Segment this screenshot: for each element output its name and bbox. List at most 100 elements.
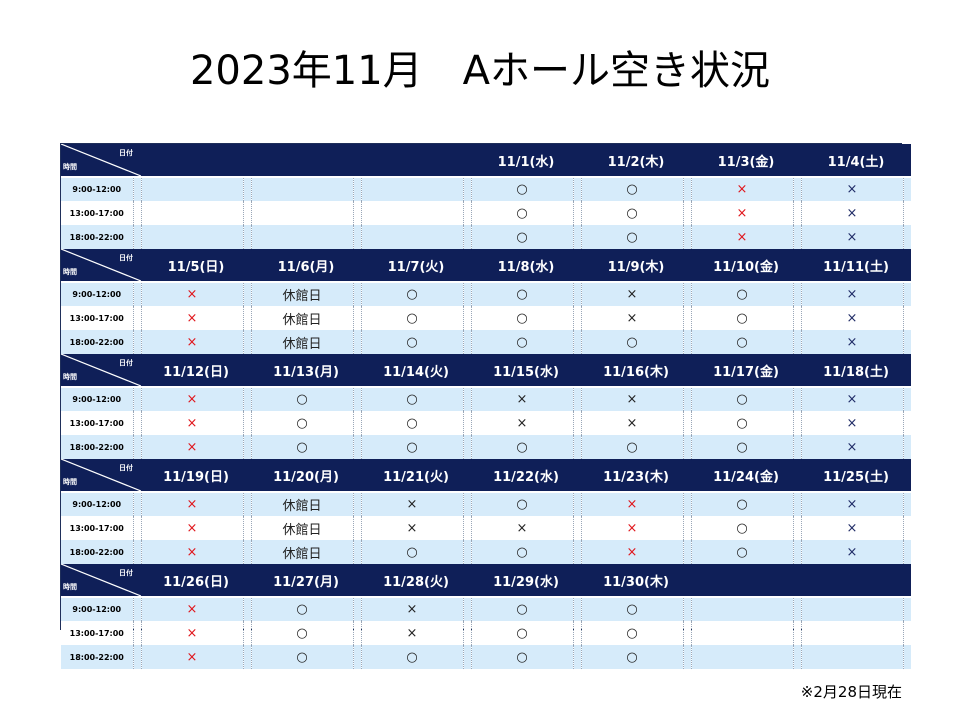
- availability-cell: ○: [470, 621, 573, 645]
- availability-cell: 休館日: [250, 306, 353, 330]
- spacer-cell: [792, 597, 801, 621]
- spacer-cell: [902, 411, 911, 435]
- date-header-cell: 11/5(日): [141, 249, 251, 283]
- availability-cell: ○: [360, 330, 463, 354]
- availability-cell: 休館日: [250, 492, 353, 516]
- spacer-cell: [462, 645, 471, 669]
- date-header-cell: 11/15(水): [471, 354, 581, 388]
- date-header-cell: [361, 144, 471, 178]
- spacer-cell: [352, 225, 361, 249]
- spacer-cell: [352, 411, 361, 435]
- diagonal-line: [61, 249, 141, 281]
- availability-cell: ○: [690, 411, 793, 435]
- date-header-cell: 11/9(木): [581, 249, 691, 283]
- date-header-cell: [801, 564, 911, 598]
- date-header-cell: 11/21(火): [361, 459, 471, 493]
- diagonal-line: [61, 459, 141, 491]
- availability-cell: ×: [690, 225, 793, 249]
- corner-date-label: 日付: [119, 359, 133, 367]
- time-slot-row: 18:00-22:00 × ○ ○ ○ ○: [61, 645, 911, 669]
- date-header-cell: 11/4(土): [801, 144, 911, 178]
- time-slot-row: 9:00-12:00 × 休館日 ○ ○ × ○ ×: [61, 282, 911, 306]
- spacer-cell: [902, 306, 911, 330]
- spacer-cell: [902, 621, 911, 645]
- availability-cell: ×: [800, 306, 903, 330]
- page-title: 2023年11月 Aホール空き状況: [189, 48, 771, 94]
- spacer-cell: [682, 282, 691, 306]
- availability-cell: ○: [360, 387, 463, 411]
- availability-cell: ○: [360, 411, 463, 435]
- corner-cell: 日付 時間: [61, 459, 141, 493]
- spacer-cell: [352, 516, 361, 540]
- availability-table: 日付 時間 11/1(水) 11/2(木) 11/3(金) 11/4(土) 9:00-12:…: [61, 144, 911, 669]
- spacer-cell: [682, 645, 691, 669]
- date-header-cell: 11/24(金): [691, 459, 801, 493]
- spacer-cell: [572, 306, 581, 330]
- as-of-note: ※2月28日現在: [800, 683, 902, 701]
- spacer-cell: [902, 225, 911, 249]
- corner-cell: 日付 時間: [61, 144, 141, 178]
- spacer-cell: [462, 435, 471, 459]
- spacer-cell: [572, 177, 581, 201]
- spacer-cell: [572, 201, 581, 225]
- availability-cell: [690, 597, 793, 621]
- spacer-cell: [792, 282, 801, 306]
- availability-cell: ○: [250, 621, 353, 645]
- corner-cell: 日付 時間: [61, 564, 141, 598]
- spacer-cell: [242, 177, 251, 201]
- spacer-cell: [352, 330, 361, 354]
- spacer-cell: [132, 492, 141, 516]
- date-header-cell: 11/12(日): [141, 354, 251, 388]
- spacer-cell: [902, 597, 911, 621]
- week-header-row: 日付 時間 11/1(水) 11/2(木) 11/3(金) 11/4(土): [61, 144, 911, 178]
- availability-cell: 休館日: [250, 282, 353, 306]
- availability-cell: ×: [470, 411, 573, 435]
- date-header-cell: 11/29(水): [471, 564, 581, 598]
- date-header-cell: [251, 144, 361, 178]
- availability-cell: ○: [690, 282, 793, 306]
- spacer-cell: [792, 492, 801, 516]
- spacer-cell: [242, 540, 251, 564]
- spacer-cell: [682, 387, 691, 411]
- availability-cell: ×: [140, 492, 243, 516]
- date-header-cell: 11/20(月): [251, 459, 361, 493]
- availability-cell: ×: [800, 492, 903, 516]
- corner-date-label: 日付: [119, 569, 133, 577]
- availability-cell: ×: [140, 330, 243, 354]
- corner-date-label: 日付: [119, 464, 133, 472]
- availability-cell: [690, 645, 793, 669]
- time-slot-row: 9:00-12:00 × ○ × ○ ○: [61, 597, 911, 621]
- availability-cell: ○: [470, 492, 573, 516]
- corner-cell: 日付 時間: [61, 249, 141, 283]
- time-slot-label: 18:00-22:00: [61, 540, 133, 564]
- availability-cell: [250, 177, 353, 201]
- availability-cell: ○: [690, 306, 793, 330]
- availability-cell: ○: [250, 387, 353, 411]
- availability-cell: ○: [250, 645, 353, 669]
- spacer-cell: [902, 540, 911, 564]
- date-header-cell: [691, 564, 801, 598]
- spacer-cell: [462, 225, 471, 249]
- spacer-cell: [352, 387, 361, 411]
- availability-cell: ×: [360, 621, 463, 645]
- spacer-cell: [682, 435, 691, 459]
- corner-date-label: 日付: [119, 149, 133, 157]
- availability-cell: ○: [470, 645, 573, 669]
- time-slot-row: 13:00-17:00 × ○ × ○ ○: [61, 621, 911, 645]
- date-header-cell: 11/1(水): [471, 144, 581, 178]
- spacer-cell: [792, 540, 801, 564]
- spacer-cell: [242, 597, 251, 621]
- time-slot-row: 18:00-22:00 × ○ ○ ○ ○ ○ ×: [61, 435, 911, 459]
- availability-cell: ×: [580, 411, 683, 435]
- time-slot-label: 18:00-22:00: [61, 225, 133, 249]
- time-slot-row: 13:00-17:00 × 休館日 × × × ○ ×: [61, 516, 911, 540]
- availability-cell: ×: [800, 387, 903, 411]
- availability-cell: ×: [140, 387, 243, 411]
- spacer-cell: [132, 306, 141, 330]
- spacer-cell: [242, 306, 251, 330]
- spacer-cell: [132, 435, 141, 459]
- spacer-cell: [352, 435, 361, 459]
- time-slot-row: 13:00-17:00 × 休館日 ○ ○ × ○ ×: [61, 306, 911, 330]
- availability-cell: ○: [580, 330, 683, 354]
- spacer-cell: [792, 201, 801, 225]
